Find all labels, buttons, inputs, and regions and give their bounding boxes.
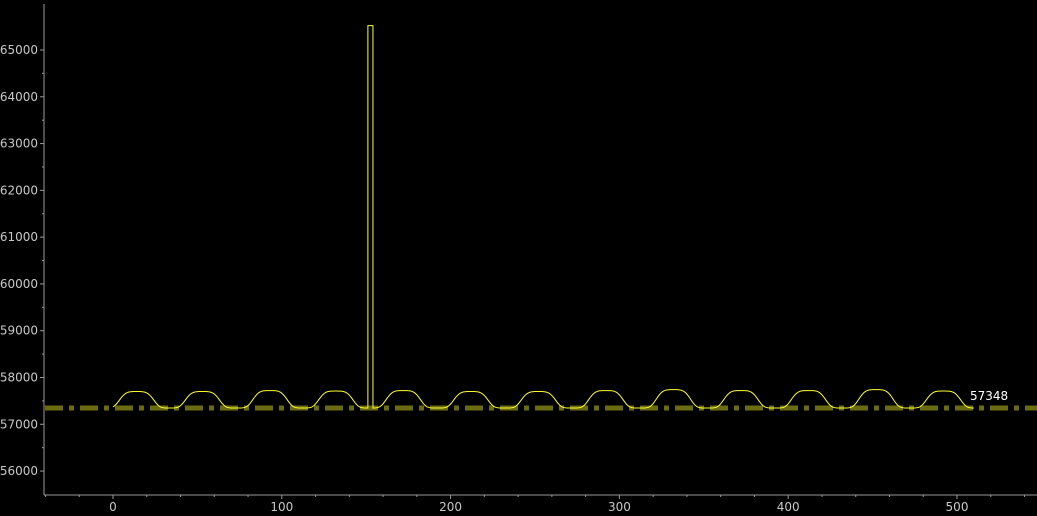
x-tick-label: 500: [946, 500, 969, 514]
y-tick-label: 57000: [0, 417, 38, 431]
x-tick-label: 200: [439, 500, 462, 514]
y-axis: 56000 57000 58000 59000 60000 61000 62000 63000…: [0, 4, 45, 495]
series-line: [112, 25, 974, 409]
x-axis: 0 100 200 300 400 500: [44, 494, 1037, 514]
y-tick-label: 56000: [0, 464, 38, 478]
y-tick-label: 59000: [0, 324, 38, 338]
plot-area: 57348: [45, 25, 1037, 411]
reference-line-label: 57348: [970, 389, 1008, 403]
x-tick-label: 400: [777, 500, 800, 514]
y-tick-label: 62000: [0, 183, 38, 197]
y-tick-label: 64000: [0, 90, 38, 104]
x-tick-label: 100: [270, 500, 293, 514]
x-tick-label: 300: [608, 500, 631, 514]
y-tick-label: 63000: [0, 137, 38, 151]
y-tick-label: 65000: [0, 43, 38, 57]
y-tick-label: 61000: [0, 230, 38, 244]
y-tick-label: 58000: [0, 370, 38, 384]
y-tick-label: 60000: [0, 277, 38, 291]
x-tick-label: 0: [109, 500, 117, 514]
